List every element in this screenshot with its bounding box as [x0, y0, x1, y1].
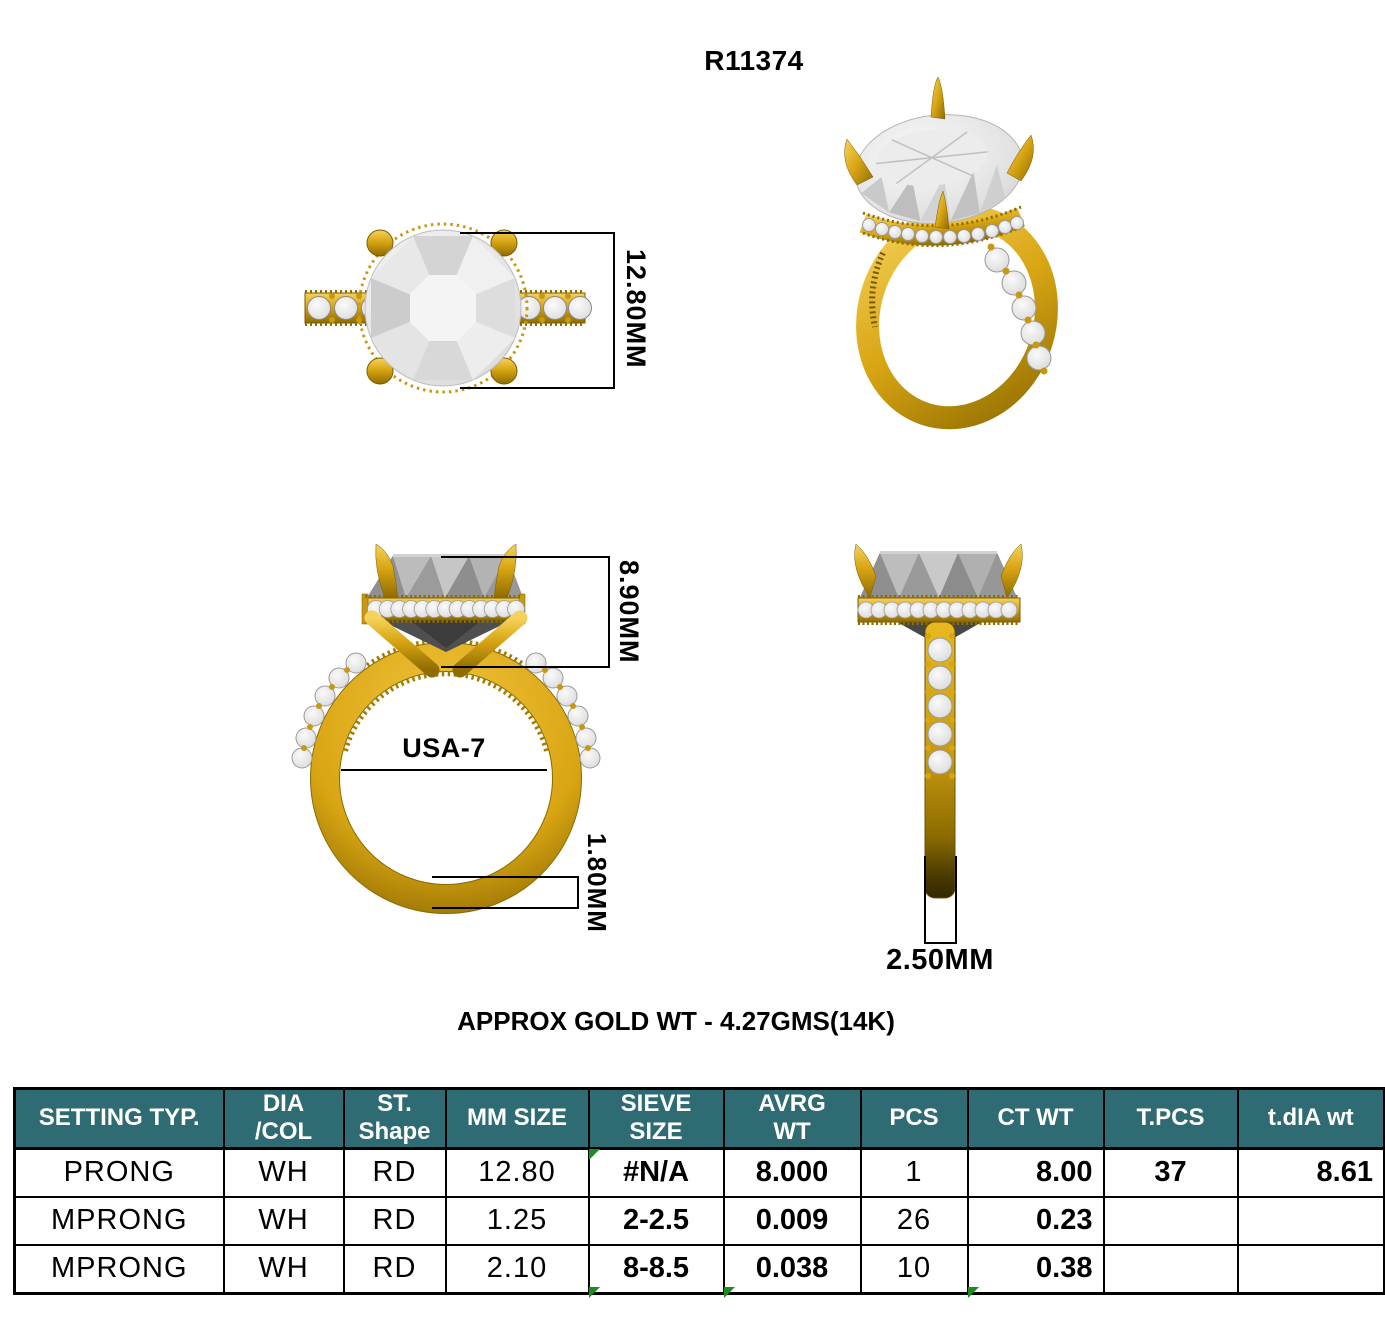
dimension-bracket-band-thickness — [432, 876, 579, 909]
col-header-st-shape: ST. Shape — [342, 1087, 447, 1150]
dimension-label-band-width: 2.50MM — [886, 944, 994, 976]
ring-size-line — [341, 769, 547, 771]
gallery-band — [361, 593, 526, 625]
design-number-title: R11374 — [704, 45, 804, 76]
cell-dia-col: WH — [222, 1195, 345, 1246]
table-row: MPRONG WH RD 2.10 8-8.5 0.038 10 0.38 — [13, 1243, 1385, 1295]
cell-mm-size: 1.25 — [444, 1195, 590, 1246]
dimension-bracket-band-width — [924, 856, 957, 944]
v-supports — [364, 610, 528, 678]
dimension-bracket-stone-diameter — [460, 232, 615, 389]
col-header-setting-typ: SETTING TYP. — [13, 1087, 225, 1150]
prongs — [366, 229, 518, 385]
col-header-t-pcs: T.PCS — [1102, 1087, 1239, 1150]
gold-weight-note: APPROX GOLD WT - 4.27GMS(14K) — [457, 1006, 895, 1036]
cell-t-dia-wt: 8.61 — [1236, 1147, 1385, 1198]
excel-error-indicator-icon — [968, 1287, 979, 1298]
excel-error-indicator-icon — [589, 1287, 600, 1298]
cell-sieve: #N/A — [587, 1147, 725, 1198]
col-header-t-dia-wt: t.dIA wt — [1236, 1087, 1385, 1150]
cell-dia-col: WH — [222, 1147, 345, 1198]
dimension-label-band-thickness: 1.80MM — [582, 832, 612, 933]
cell-sieve: 2-2.5 — [587, 1195, 725, 1246]
ring-side-view — [854, 543, 1023, 899]
dimension-label-stone-diameter: 12.80MM — [621, 249, 651, 369]
cell-t-pcs — [1102, 1243, 1239, 1295]
cell-avrg-wt: 8.000 — [722, 1147, 862, 1198]
cell-setting: MPRONG — [13, 1243, 225, 1295]
milgrain-ring — [357, 222, 529, 394]
ring-size-label: USA-7 — [402, 733, 486, 763]
pavilion — [380, 620, 512, 652]
center-stone-crown — [366, 554, 524, 599]
prongs — [854, 543, 1023, 599]
cell-ct-wt: 0.23 — [966, 1195, 1105, 1246]
halo-band — [857, 595, 1021, 625]
center-stone-crown — [859, 551, 1018, 599]
excel-error-indicator-icon — [589, 1149, 600, 1160]
prongs — [844, 76, 1034, 230]
col-header-avrg-wt: AVRG WT — [722, 1087, 862, 1150]
col-header-mm-size: MM SIZE — [444, 1087, 590, 1150]
table-row: MPRONG WH RD 1.25 2-2.5 0.009 26 0.23 — [13, 1195, 1385, 1246]
cell-mm-size: 2.10 — [444, 1243, 590, 1295]
center-stone — [364, 229, 522, 387]
cell-ct-wt: 8.00 — [966, 1147, 1105, 1198]
cell-t-pcs — [1102, 1195, 1239, 1246]
dimension-label-head-height: 8.90MM — [614, 560, 644, 664]
cell-shape: RD — [342, 1243, 447, 1295]
col-header-sieve-size: SIEVE SIZE — [587, 1087, 725, 1150]
cell-setting: MPRONG — [13, 1195, 225, 1246]
dimension-bracket-head-height — [441, 556, 610, 668]
ring-top-view — [304, 222, 592, 394]
col-header-dia-col: DIA/COL — [222, 1087, 345, 1150]
shank — [310, 642, 582, 914]
cell-avrg-wt: 0.038 — [722, 1243, 862, 1295]
cell-sieve: 8-8.5 — [587, 1243, 725, 1295]
cell-mm-size: 12.80 — [444, 1147, 590, 1198]
cell-t-pcs: 37 — [1102, 1147, 1239, 1198]
stone-spec-table: SETTING TYP. DIA/COL ST. Shape MM SIZE SI… — [13, 1087, 1385, 1295]
ring-perspective-view — [844, 76, 1058, 430]
cell-ct-wt: 0.38 — [966, 1243, 1105, 1295]
shoulder-stones — [984, 243, 1052, 375]
cell-pcs: 1 — [859, 1147, 969, 1198]
table-row: PRONG WH RD 12.80 #N/A 8.000 1 8.00 37 8… — [13, 1147, 1385, 1198]
cell-pcs: 26 — [859, 1195, 969, 1246]
cell-setting: PRONG — [13, 1147, 225, 1198]
cell-avrg-wt: 0.009 — [722, 1195, 862, 1246]
col-header-ct-wt: CT WT — [966, 1087, 1105, 1150]
cell-dia-col: WH — [222, 1243, 345, 1295]
cell-t-dia-wt — [1236, 1195, 1385, 1246]
halo — [859, 205, 1025, 248]
center-stone — [854, 114, 1024, 224]
shoulder-stones — [291, 652, 601, 769]
table-header-row: SETTING TYP. DIA/COL ST. Shape MM SIZE SI… — [13, 1087, 1385, 1150]
ring-front-view — [291, 543, 601, 914]
cell-shape: RD — [342, 1195, 447, 1246]
cell-shape: RD — [342, 1147, 447, 1198]
cell-t-dia-wt — [1236, 1243, 1385, 1295]
excel-error-indicator-icon — [724, 1287, 735, 1298]
shank — [924, 621, 956, 899]
cell-pcs: 10 — [859, 1243, 969, 1295]
col-header-pcs: PCS — [859, 1087, 969, 1150]
shank-stones — [927, 637, 953, 775]
